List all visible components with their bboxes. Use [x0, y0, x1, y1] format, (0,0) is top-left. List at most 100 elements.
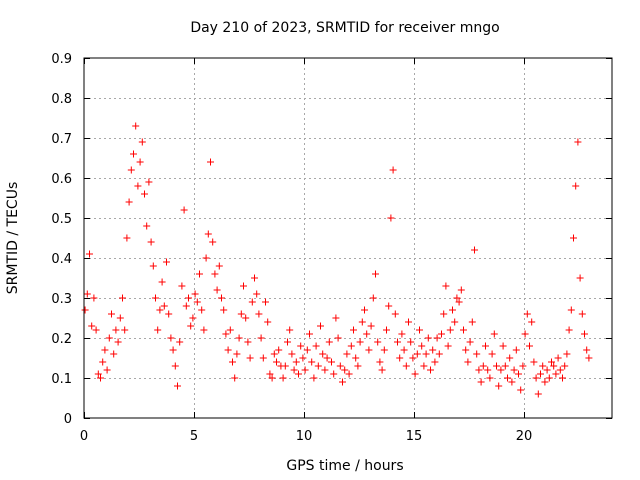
- y-tick-label: 0.9: [51, 52, 72, 67]
- data-point: [453, 294, 461, 302]
- data-point: [446, 326, 454, 334]
- data-point: [114, 338, 122, 346]
- data-point: [317, 322, 324, 330]
- data-point: [200, 326, 208, 334]
- data-point: [473, 350, 481, 358]
- data-point: [244, 338, 252, 346]
- data-point: [468, 318, 476, 326]
- data-point: [374, 338, 382, 346]
- data-point: [185, 294, 192, 302]
- data-point: [88, 322, 96, 330]
- data-point: [442, 282, 450, 290]
- data-point: [572, 182, 580, 190]
- data-point: [281, 362, 289, 370]
- data-point: [286, 326, 294, 334]
- y-tick-label: 0.7: [51, 132, 72, 147]
- data-point: [539, 362, 547, 370]
- data-point: [165, 310, 173, 318]
- data-point: [297, 342, 305, 350]
- data-point: [431, 358, 439, 366]
- data-point: [319, 350, 327, 358]
- data-point: [288, 350, 296, 358]
- data-point: [372, 270, 379, 278]
- data-point: [407, 338, 415, 346]
- data-point: [224, 346, 232, 354]
- data-point: [229, 358, 236, 366]
- data-point: [341, 366, 349, 374]
- plot-frame: [83, 57, 613, 419]
- x-tick-label: 0: [80, 429, 88, 444]
- data-point: [365, 346, 373, 354]
- data-point: [193, 298, 201, 306]
- data-point: [233, 350, 241, 358]
- data-point: [576, 274, 584, 282]
- data-point: [211, 270, 219, 278]
- data-point: [409, 354, 417, 362]
- data-point: [132, 122, 140, 130]
- data-point: [444, 342, 452, 350]
- y-tick-label: 0.6: [51, 172, 72, 187]
- data-point: [202, 254, 210, 262]
- data-point: [506, 354, 514, 362]
- data-point: [207, 158, 214, 166]
- data-point: [303, 346, 311, 354]
- data-point: [508, 378, 516, 386]
- data-point: [158, 278, 166, 286]
- data-point: [270, 350, 278, 358]
- data-point: [400, 346, 408, 354]
- data-point: [574, 138, 582, 146]
- data-point: [347, 342, 355, 350]
- data-point: [310, 374, 318, 382]
- data-point: [345, 370, 353, 378]
- data-point: [301, 366, 309, 374]
- data-point: [545, 374, 553, 382]
- data-point: [176, 338, 184, 346]
- data-point: [125, 198, 133, 206]
- data-point: [528, 318, 536, 326]
- data-point: [156, 306, 164, 314]
- data-point: [105, 334, 113, 342]
- data-point: [501, 362, 509, 370]
- data-point: [306, 330, 313, 338]
- data-point: [383, 326, 390, 334]
- data-point: [330, 370, 338, 378]
- data-point: [358, 318, 366, 326]
- data-point: [187, 322, 195, 330]
- data-point: [323, 354, 331, 362]
- data-point: [222, 330, 230, 338]
- data-point: [152, 294, 159, 302]
- data-point: [369, 294, 377, 302]
- data-point: [556, 366, 564, 374]
- data-point: [541, 378, 549, 386]
- data-point: [526, 342, 533, 350]
- data-point: [321, 366, 329, 374]
- data-point: [83, 290, 91, 298]
- data-point: [581, 330, 588, 338]
- data-point: [475, 366, 483, 374]
- data-point: [130, 150, 137, 158]
- data-point: [101, 346, 109, 354]
- data-point: [424, 334, 432, 342]
- data-point: [182, 302, 190, 310]
- data-point: [354, 362, 362, 370]
- data-point: [86, 250, 93, 258]
- data-point: [275, 346, 283, 354]
- data-point: [559, 374, 566, 382]
- data-point: [299, 354, 307, 362]
- data-point: [235, 334, 243, 342]
- data-point: [149, 262, 157, 270]
- data-point: [396, 354, 404, 362]
- data-point: [312, 342, 320, 350]
- data-point: [411, 370, 419, 378]
- data-point: [440, 310, 448, 318]
- data-point: [466, 338, 474, 346]
- data-point: [517, 386, 525, 394]
- data-point: [552, 370, 560, 378]
- data-point: [136, 158, 144, 166]
- data-point: [103, 366, 111, 374]
- data-point: [484, 366, 492, 374]
- axis-ticks: [84, 58, 612, 419]
- data-point: [145, 178, 153, 186]
- data-point: [81, 306, 89, 314]
